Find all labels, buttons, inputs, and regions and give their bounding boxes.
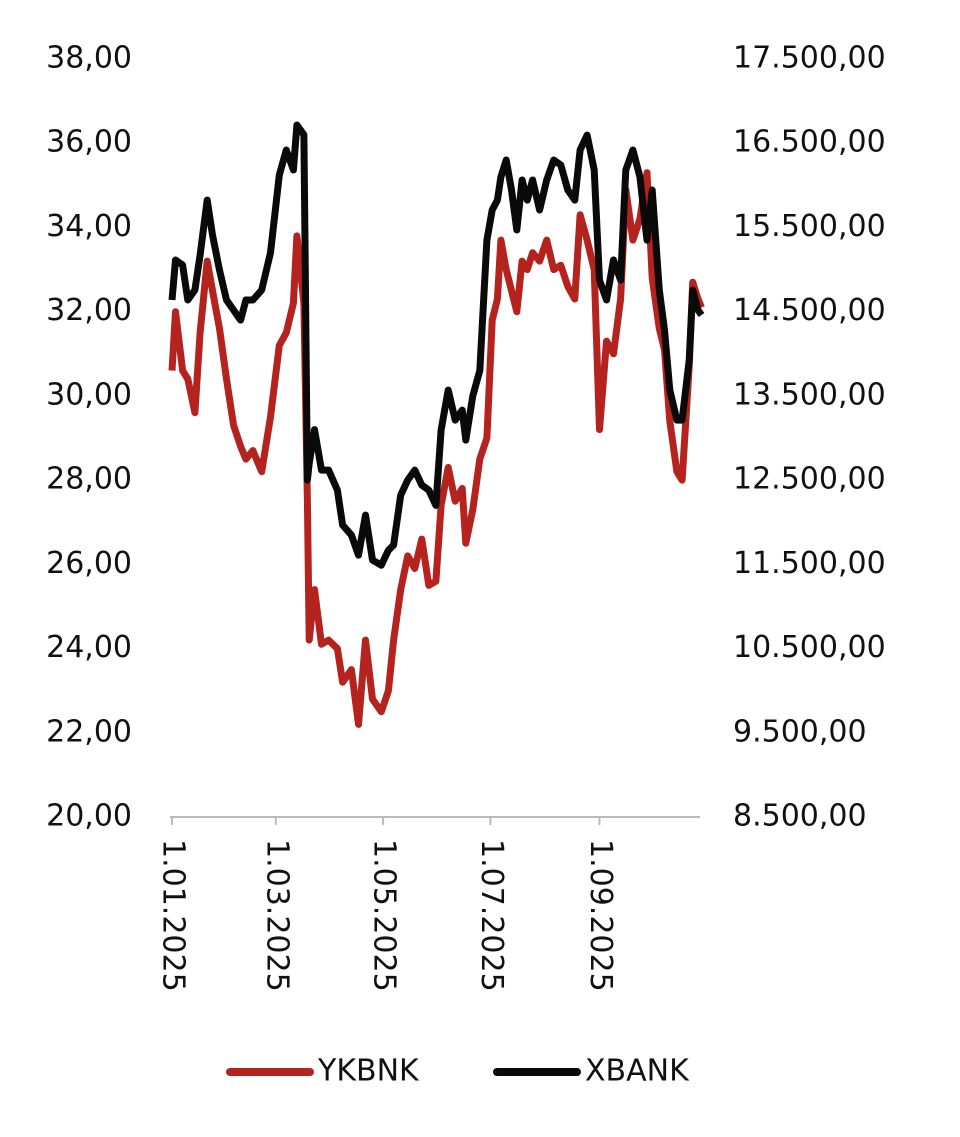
y-tick-label: 20,00 (46, 799, 132, 834)
x-tick-label: 1.09.2025 (583, 839, 618, 992)
y-tick-label: 34,00 (46, 209, 132, 244)
x-tick-label: 1.05.2025 (367, 839, 402, 992)
y-tick-label: 38,00 (46, 41, 132, 76)
legend-label: YKBNK (317, 1054, 420, 1089)
y-tick-label: 24,00 (46, 630, 132, 665)
y2-tick-label: 13.500,00 (733, 377, 886, 412)
legend-label: XBANK (585, 1054, 690, 1089)
y-tick-label: 22,00 (46, 714, 132, 749)
y2-tick-label: 11.500,00 (733, 546, 886, 581)
y-tick-label: 32,00 (46, 293, 132, 328)
y-tick-label: 26,00 (46, 546, 132, 581)
series-line (168, 169, 705, 728)
y-tick-label: 28,00 (46, 462, 132, 497)
y-tick-label: 36,00 (46, 125, 132, 160)
y2-tick-label: 17.500,00 (733, 41, 886, 76)
x-tick-label: 1.07.2025 (474, 839, 509, 992)
x-tick-label: 1.03.2025 (259, 839, 294, 992)
y-tick-label: 30,00 (46, 377, 132, 412)
series-line (168, 121, 705, 569)
y2-tick-label: 12.500,00 (733, 462, 886, 497)
y2-tick-label: 14.500,00 (733, 293, 886, 328)
y2-tick-label: 10.500,00 (733, 630, 886, 665)
x-tick-label: 1.01.2025 (156, 839, 191, 992)
y2-tick-label: 15.500,00 (733, 209, 886, 244)
y2-tick-label: 8.500,00 (733, 799, 867, 834)
y2-tick-label: 16.500,00 (733, 125, 886, 160)
y2-tick-label: 9.500,00 (733, 714, 867, 749)
